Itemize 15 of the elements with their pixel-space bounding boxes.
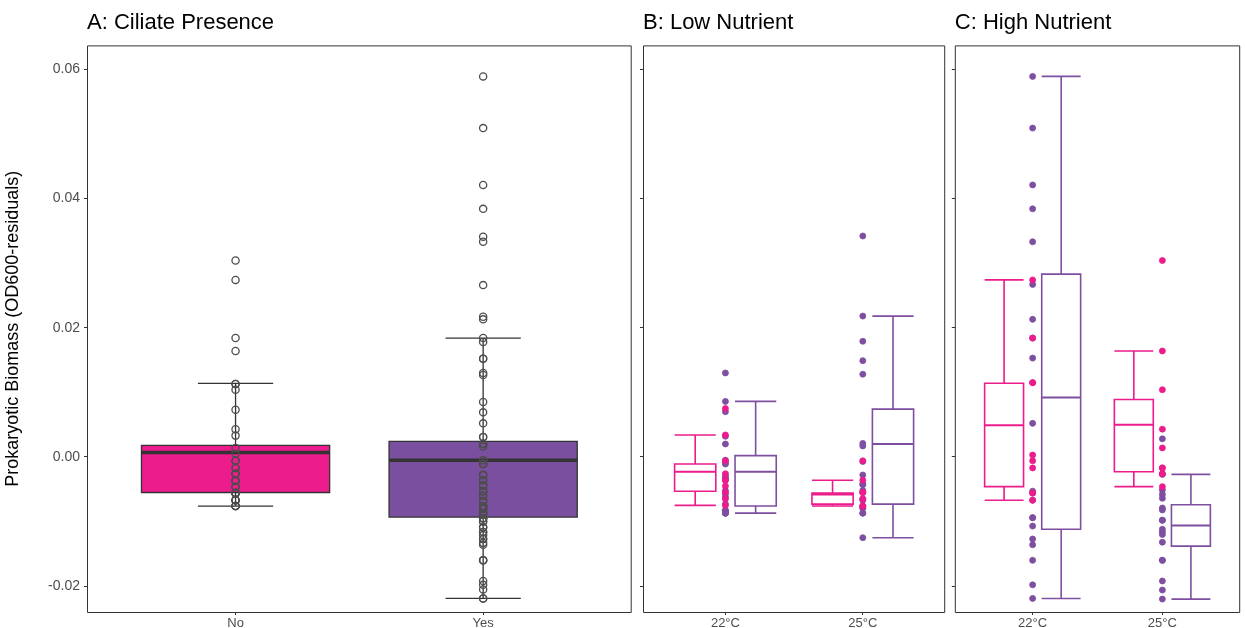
y-tick-label: -0.02 (48, 577, 81, 594)
y-tick-label: 0.02 (52, 318, 81, 335)
y-tick-label: 0.06 (52, 60, 81, 77)
x-tick-label: No (227, 615, 244, 628)
x-tick-label: 22°C (1018, 615, 1048, 628)
chart-title: B: Low Nutrient (643, 9, 794, 35)
y-tick-label: 0.04 (52, 189, 81, 206)
x-tick-label: 25°C (1147, 615, 1177, 628)
x-tick-label: 22°C (710, 615, 740, 628)
y-tick-label: 0.00 (52, 447, 81, 464)
x-tick-label: Yes (472, 615, 495, 628)
chart-title: A: Ciliate Presence (87, 9, 275, 35)
x-tick-label: 25°C (848, 615, 878, 628)
chart-title: C: High Nutrient (954, 9, 1112, 35)
y-axis-title: Prokaryotic Biomass (OD600-residuals) (1, 170, 22, 487)
